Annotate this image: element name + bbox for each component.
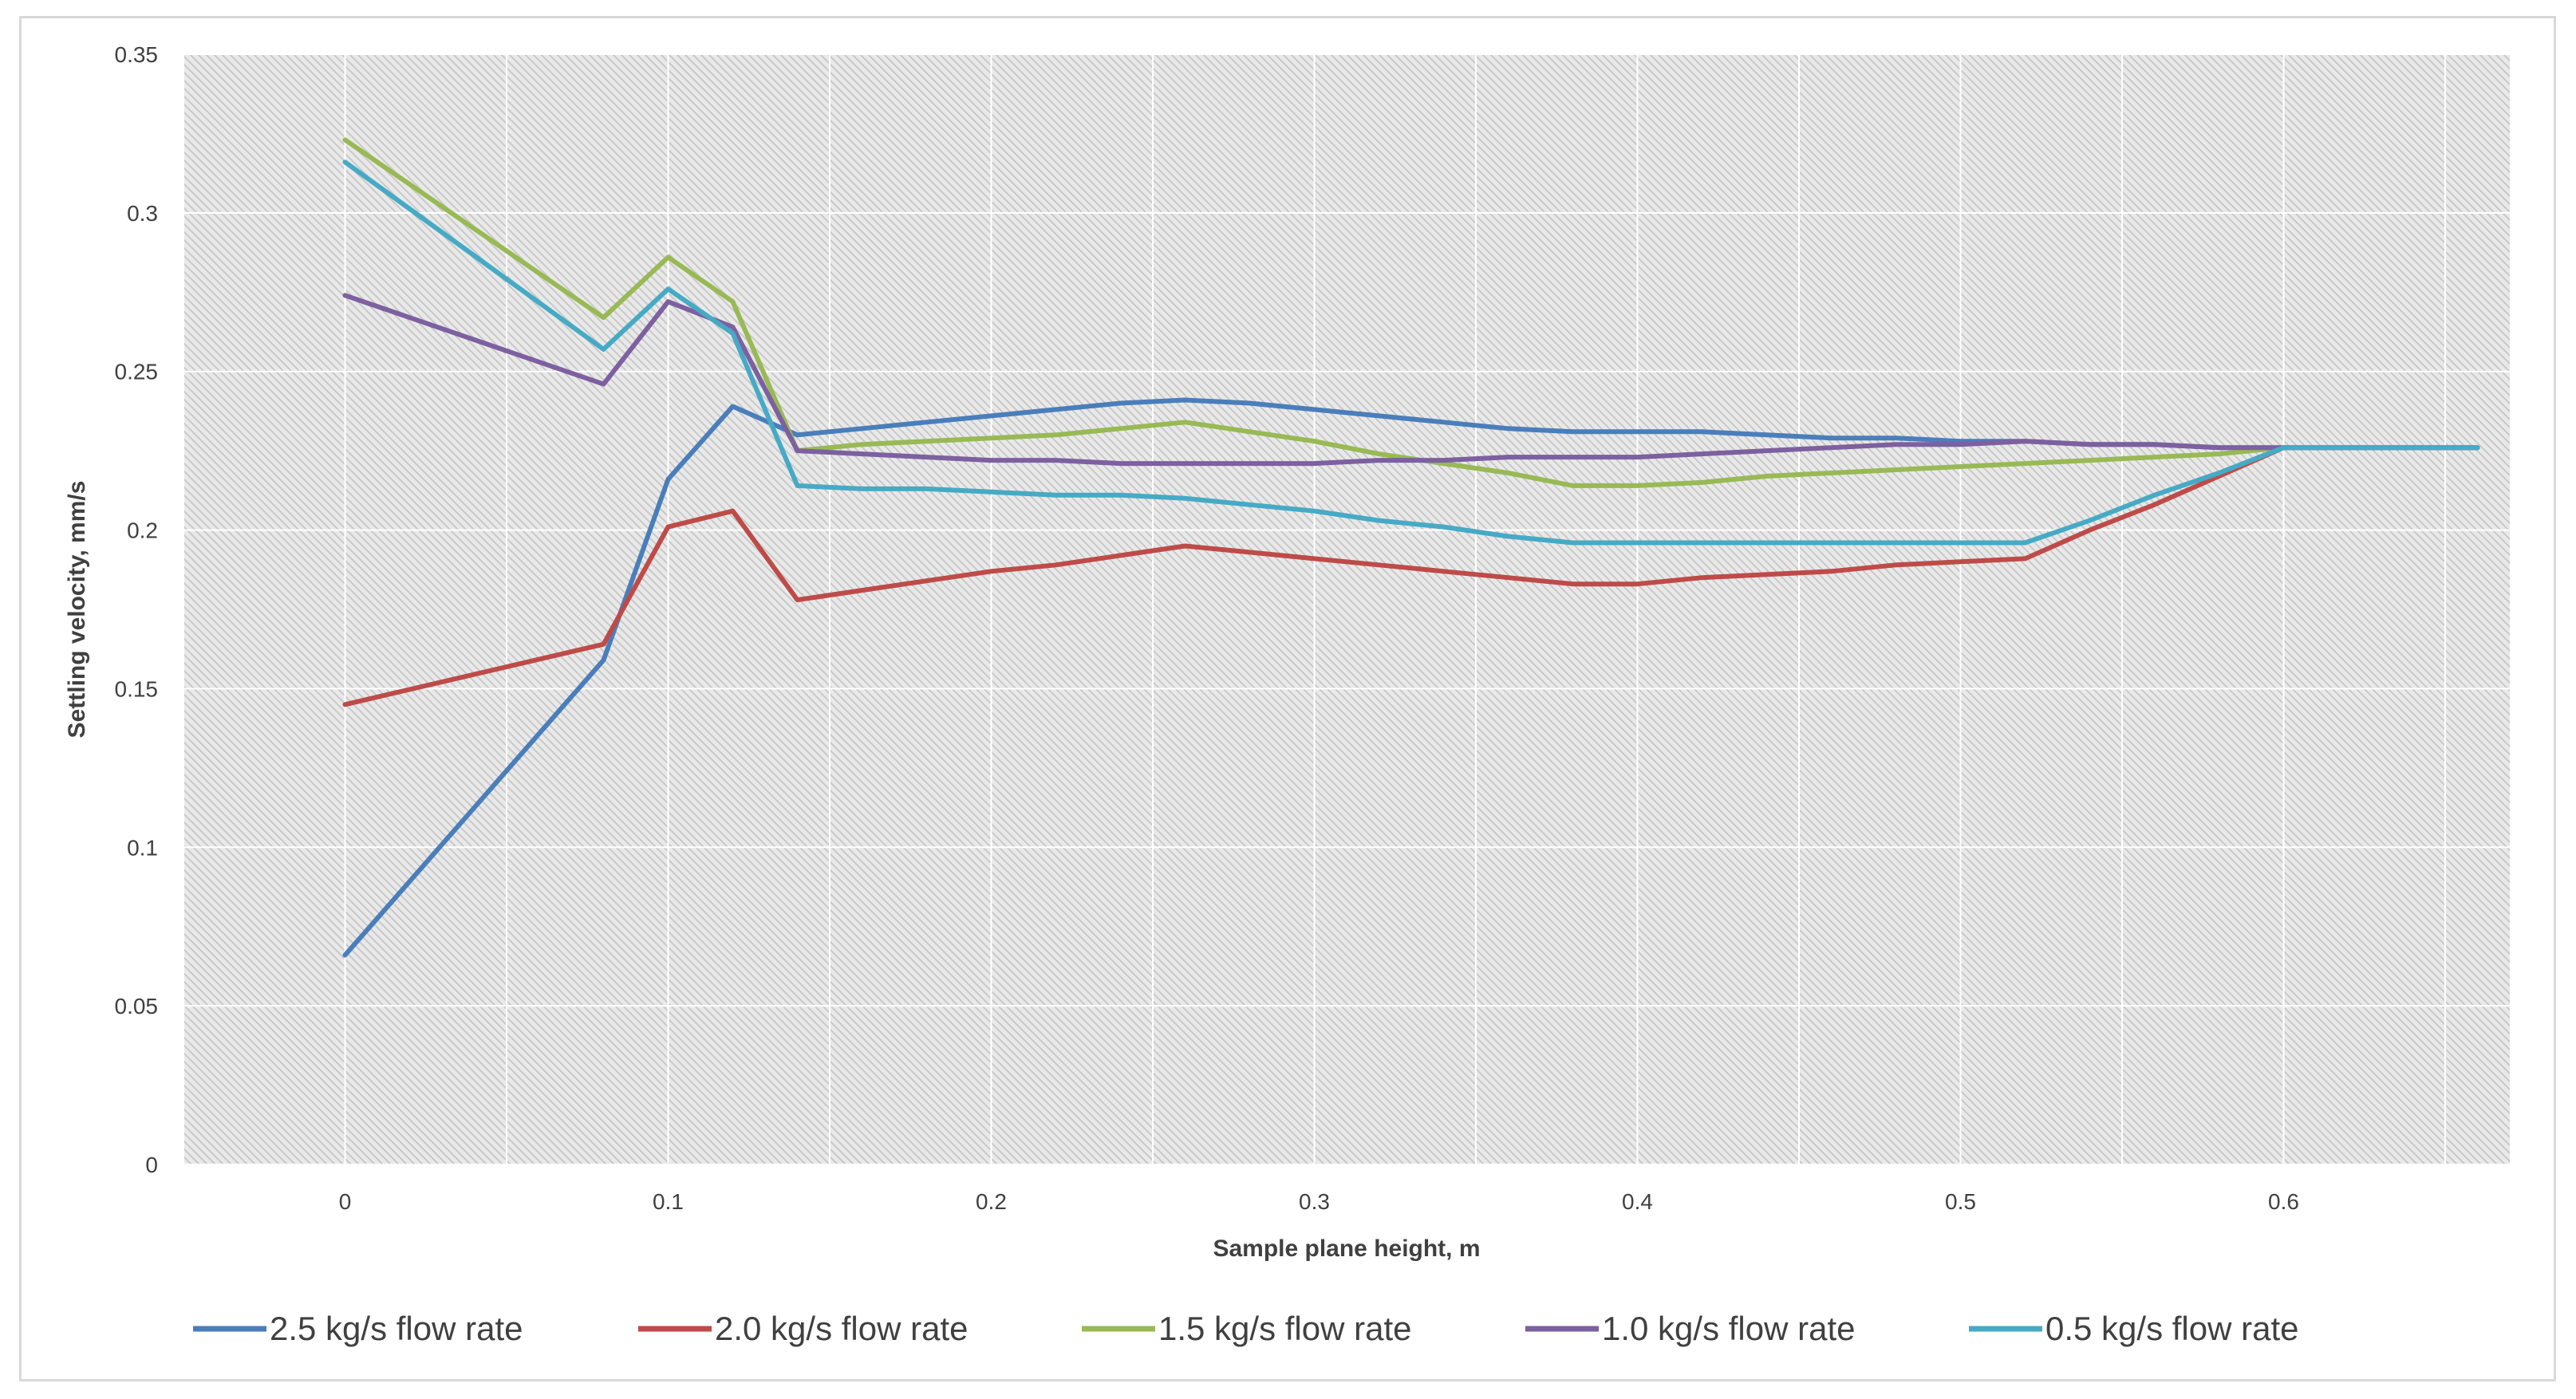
x-tick-label: 0.6	[2268, 1189, 2299, 1214]
x-tick-label: 0	[339, 1189, 352, 1214]
legend-label: 1.5 kg/s flow rate	[1158, 1310, 1411, 1347]
y-tick-label: 0.1	[127, 835, 158, 860]
x-axis-ticks: 0 0.1 0.2 0.3 0.4 0.5 0.6	[339, 1189, 2299, 1214]
y-tick-label: 0	[145, 1153, 158, 1177]
legend-label: 2.5 kg/s flow rate	[270, 1310, 523, 1347]
gridlines	[183, 53, 2510, 1165]
legend-item: 1.0 kg/s flow rate	[1525, 1310, 1855, 1347]
series-line-2	[342, 445, 2480, 707]
legend-item: 2.5 kg/s flow rate	[193, 1310, 523, 1347]
x-tick-label: 0.2	[976, 1189, 1007, 1214]
y-tick-label: 0.3	[127, 201, 158, 226]
y-tick-label: 0.05	[115, 994, 159, 1019]
y-axis-ticks: 0 0.05 0.1 0.15 0.2 0.25 0.3 0.35	[115, 42, 159, 1177]
legend-label: 0.5 kg/s flow rate	[2045, 1310, 2298, 1347]
y-tick-label: 0.25	[115, 360, 159, 384]
series-line-4	[342, 293, 2480, 467]
plot-area	[183, 54, 2510, 1165]
legend-item: 0.5 kg/s flow rate	[1969, 1310, 2298, 1347]
legend: 2.5 kg/s flow rate 2.0 kg/s flow rate 1.5 …	[193, 1310, 2298, 1347]
x-axis-title: Sample plane height, m	[1213, 1235, 1480, 1262]
y-tick-label: 0.2	[127, 518, 158, 543]
series-lines	[342, 137, 2480, 958]
legend-item: 2.0 kg/s flow rate	[638, 1310, 968, 1347]
legend-label: 1.0 kg/s flow rate	[1602, 1310, 1855, 1347]
y-tick-label: 0.15	[115, 676, 159, 701]
x-tick-label: 0.5	[1945, 1189, 1976, 1214]
y-axis-title: Settling velocity, mm/s	[64, 481, 90, 739]
legend-item: 1.5 kg/s flow rate	[1082, 1310, 1411, 1347]
series-line-3	[342, 137, 2480, 488]
y-tick-label: 0.35	[115, 42, 159, 67]
legend-label: 2.0 kg/s flow rate	[715, 1310, 968, 1347]
x-tick-label: 0.4	[1622, 1189, 1653, 1214]
x-tick-label: 0.3	[1299, 1189, 1330, 1214]
x-tick-label: 0.1	[653, 1189, 684, 1214]
series-line-5	[342, 160, 2480, 546]
